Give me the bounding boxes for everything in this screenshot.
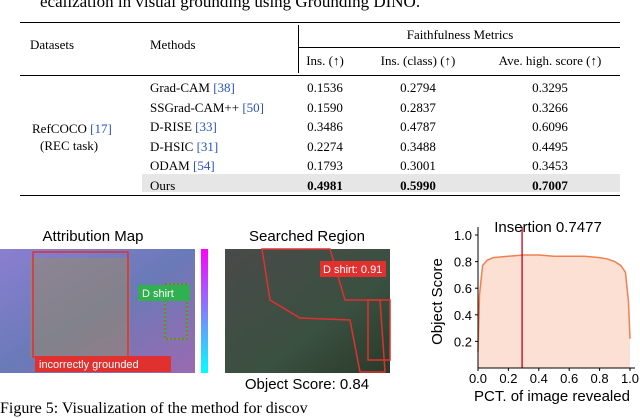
caption: Figure 5: Visualization of the method fo…	[0, 400, 308, 417]
x-tick-label: 0.4	[530, 371, 548, 386]
method: SSGrad-CAM++ [50]	[150, 100, 264, 116]
box-label: D shirt	[142, 288, 174, 300]
metric-value: 0.3488	[400, 138, 436, 154]
method: D-RISE [33]	[150, 119, 217, 135]
method-name: Grad-CAM	[150, 80, 210, 95]
rule	[298, 47, 620, 48]
group-header: Faithfulness Metrics	[406, 27, 514, 42]
line	[477, 254, 631, 353]
metric-header: Ave. high. score (↑)	[498, 53, 602, 68]
box	[367, 299, 391, 361]
x-tick-label: 1.0	[621, 371, 639, 386]
metric-value: 0.4787	[400, 119, 436, 134]
method: Grad-CAM [38]	[150, 80, 235, 96]
divider	[298, 25, 299, 73]
method: ODAM [54]	[150, 158, 215, 174]
method: D-HSIC [31]	[150, 139, 218, 155]
chart-title: Insertion 0.7477	[494, 219, 602, 236]
axes	[477, 227, 635, 369]
x-tick-label: 0.6	[560, 371, 578, 386]
method-name: Ours	[150, 177, 176, 193]
metric-header: Ins. (class) (↑)	[380, 53, 456, 68]
metric-value: 0.4495	[532, 138, 568, 154]
dataset-name: RefCOCO	[32, 121, 87, 136]
metric-value: 0.3486	[307, 119, 343, 134]
metric-value: 0.3295	[532, 80, 568, 95]
image-region	[30, 258, 130, 358]
box	[164, 283, 188, 340]
method-name: ODAM	[150, 158, 190, 173]
ref: [17]	[90, 121, 112, 136]
metric-value: 0.7007	[532, 177, 568, 193]
metric-value: 0.1590	[307, 99, 343, 115]
method: Ours	[150, 178, 175, 194]
dataset-task: (REC task)	[40, 138, 99, 153]
box-label: D shirt: 0.91	[323, 264, 382, 276]
x-label: PCT. of image revealed	[474, 388, 630, 405]
top-rule	[20, 22, 620, 23]
chart: 0.2 0.4 0.6 0.8 1.0 0.0 0.2 0.4 0.6 0.8 1.0 Inserti…	[429, 219, 639, 405]
panel-title: Attribution Map	[43, 228, 144, 245]
metric-value: 0.3453	[532, 158, 568, 173]
metric-value: 0.6096	[532, 119, 568, 134]
metric-value: 0.2794	[400, 80, 436, 95]
x-tick-label: 0.8	[591, 371, 609, 386]
label-bg	[320, 261, 386, 277]
note: incorrectly grounded	[39, 359, 139, 371]
x-tick-label: 0.2	[499, 371, 517, 386]
label-bg	[138, 285, 190, 301]
metric-value: 0.4981	[307, 177, 343, 193]
y-tick-label: 0.4	[454, 308, 472, 323]
dataset: RefCOCO [17]	[32, 121, 112, 137]
mid-rule	[20, 75, 620, 76]
label-bg	[35, 356, 171, 372]
ref: [31]	[196, 138, 219, 154]
y-tick-label: 1.0	[454, 228, 472, 243]
metric-header: Ins. (↑)	[306, 53, 344, 68]
metric-value: 0.2274	[307, 138, 343, 154]
y-tick-label: 0.2	[454, 334, 472, 349]
metric-value: 0.5990	[400, 177, 436, 193]
method-name: D-HSIC	[150, 138, 194, 154]
metric-value: 0.3001	[400, 158, 436, 173]
metric-value: 0.3266	[532, 99, 568, 115]
x-tick-label: 0.0	[469, 371, 487, 386]
ref: [50]	[242, 99, 264, 115]
highlight-row	[142, 174, 620, 192]
panel-title: Searched Region	[249, 228, 365, 245]
metric-value: 0.1793	[307, 158, 343, 173]
colorbar	[201, 249, 208, 373]
area	[478, 254, 630, 368]
col-header: Methods	[150, 37, 196, 52]
method-name: SSGrad-CAM++	[150, 99, 240, 115]
method-name: D-RISE	[150, 119, 192, 134]
col-header: Datasets	[30, 37, 75, 52]
bottom-rule	[20, 195, 620, 196]
ref: [33]	[195, 119, 217, 134]
panel-caption: Object Score: 0.84	[245, 376, 369, 393]
y-tick-label: 0.8	[454, 255, 472, 270]
y-label: Object Score	[429, 258, 446, 345]
metric-value: 0.2837	[400, 99, 436, 115]
header-text: ecalization in visual grounding using Gr…	[40, 0, 421, 11]
ref: [54]	[192, 158, 215, 173]
metric-value: 0.1536	[307, 80, 343, 95]
y-tick-label: 0.6	[454, 281, 472, 296]
ref: [38]	[213, 80, 235, 95]
